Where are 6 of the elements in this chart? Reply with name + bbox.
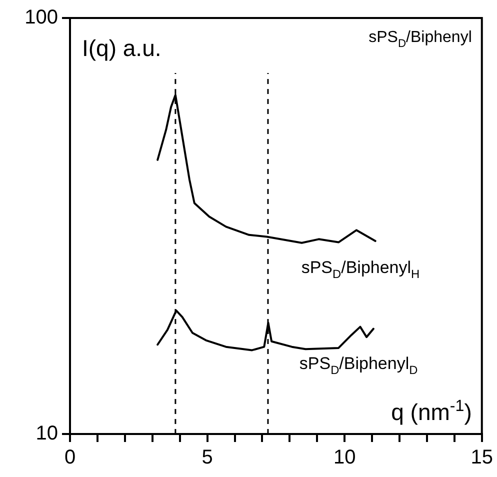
y-tick-label: 100 [24,6,58,29]
x-tick-label: 0 [64,446,76,469]
y-axis-title: I(q) a.u. [82,35,162,61]
x-tick-label: 5 [202,446,213,469]
x-tick-label: 15 [470,446,493,469]
x-tick-label: 10 [333,446,356,469]
